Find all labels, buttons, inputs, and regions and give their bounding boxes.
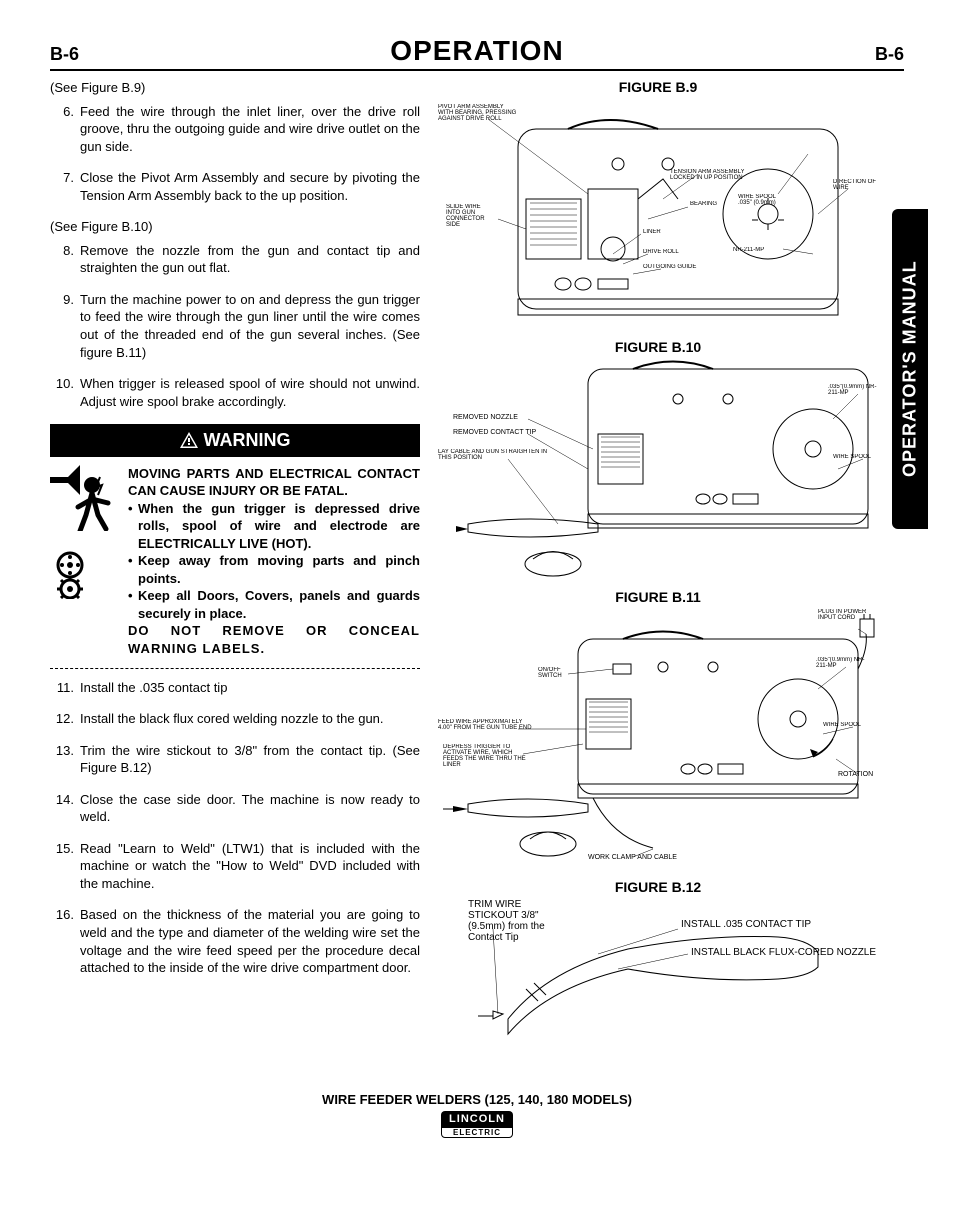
logo-bottom: ELECTRIC [441, 1127, 513, 1138]
step-number: 6. [50, 103, 80, 156]
label-removed-nozzle: REMOVED NOZZLE [453, 414, 533, 421]
label-onoff: ON/OFF SWITCH [538, 667, 578, 679]
label-plug: PLUG IN POWER INPUT CORD [818, 609, 873, 621]
warning-bullet-3: •Keep all Doors, Covers, panels and guar… [128, 587, 420, 622]
see-figure-b9: (See Figure B.9) [50, 79, 420, 97]
step-text: Based on the thickness of the material y… [80, 906, 420, 976]
step-7: 7.Close the Pivot Arm Assembly and secur… [50, 169, 420, 204]
label-pivot: PIVOT ARM ASSEMBLY WITH BEARING, PRESSIN… [438, 104, 518, 122]
step-text: Feed the wire through the inlet liner, o… [80, 103, 420, 156]
label-tension: TENSION ARM ASSEMBLY LOCKED IN UP POSITI… [670, 169, 750, 181]
step-number: 13. [50, 742, 80, 777]
step-text: Install the black flux cored welding noz… [80, 710, 420, 728]
step-text: Trim the wire stickout to 3/8" from the … [80, 742, 420, 777]
step-text: Install the .035 contact tip [80, 679, 420, 697]
label-spool: .035"(0.9mm) NR-211-MP [828, 384, 878, 396]
warning-text: MOVING PARTS AND ELECTRICAL CONTACT CAN … [128, 465, 420, 658]
moving-parts-icon [50, 549, 122, 599]
label-spool2: .035"(0.9mm) NR-211-MP [816, 657, 871, 669]
step-12: 12.Install the black flux cored welding … [50, 710, 420, 728]
warning-headline: MOVING PARTS AND ELECTRICAL CONTACT CAN … [128, 465, 420, 500]
left-column: (See Figure B.9) 6.Feed the wire through… [50, 79, 420, 1084]
footer-text: WIRE FEEDER WELDERS (125, 140, 180 MODEL… [50, 1092, 904, 1107]
warning-block: MOVING PARTS AND ELECTRICAL CONTACT CAN … [50, 465, 420, 658]
page-header: B-6 OPERATION B-6 [50, 35, 904, 71]
figure-b12: TRIM WIRE STICKOUT 3/8"(9.5mm) from the … [438, 899, 878, 1074]
label-wirespool2: WIRE SPOOL [823, 722, 873, 728]
step-9: 9.Turn the machine power to on and depre… [50, 291, 420, 361]
label-slide: SLIDE WIRE INTO GUN CONNECTOR SIDE [446, 204, 496, 228]
warning-label: WARNING [204, 428, 291, 452]
step-14: 14.Close the case side door. The machine… [50, 791, 420, 826]
label-rotation: ROTATION [838, 771, 878, 778]
figure-b10: REMOVED NOZZLE REMOVED CONTACT TIP LAY C… [438, 359, 878, 579]
step-number: 15. [50, 840, 80, 893]
label-removed-tip: REMOVED CONTACT TIP [453, 429, 543, 436]
header-title: OPERATION [390, 35, 563, 67]
figure-b9: PIVOT ARM ASSEMBLY WITH BEARING, PRESSIN… [438, 99, 878, 329]
step-text: Read "Learn to Weld" (LTW1) that is incl… [80, 840, 420, 893]
step-number: 7. [50, 169, 80, 204]
warning-banner: WARNING [50, 424, 420, 456]
see-figure-b10: (See Figure B.10) [50, 218, 420, 236]
warning-bullet-1: •When the gun trigger is depressed drive… [128, 500, 420, 553]
step-13: 13.Trim the wire stickout to 3/8" from t… [50, 742, 420, 777]
label-bearing: BEARING [690, 201, 740, 207]
step-number: 9. [50, 291, 80, 361]
label-direction: DIRECTION OF WIRE [833, 179, 878, 191]
label-install-tip: INSTALL .035 CONTACT TIP [681, 919, 871, 930]
shock-hazard-icon [50, 465, 122, 531]
step-number: 10. [50, 375, 80, 410]
step-text: Remove the nozzle from the gun and conta… [80, 242, 420, 277]
figure-b11-title: FIGURE B.11 [438, 589, 878, 605]
figure-b11: PLUG IN POWER INPUT CORD ON/OFF SWITCH F… [438, 609, 878, 869]
footer: WIRE FEEDER WELDERS (125, 140, 180 MODEL… [50, 1092, 904, 1138]
right-column: OPERATOR'S MANUAL FIGURE B.9 [438, 79, 878, 1084]
step-number: 16. [50, 906, 80, 976]
label-install-nozzle: INSTALL BLACK FLUX-CORED NOZZLE [691, 947, 878, 958]
step-16: 16.Based on the thickness of the materia… [50, 906, 420, 976]
steps-group-a: 6.Feed the wire through the inlet liner,… [50, 103, 420, 205]
step-number: 12. [50, 710, 80, 728]
warning-icons [50, 465, 122, 658]
step-number: 8. [50, 242, 80, 277]
step-10: 10.When trigger is released spool of wir… [50, 375, 420, 410]
logo-top: LINCOLN [441, 1111, 513, 1127]
step-8: 8.Remove the nozzle from the gun and con… [50, 242, 420, 277]
steps-group-c: 11.Install the .035 contact tip 12.Insta… [50, 679, 420, 977]
lincoln-logo: LINCOLN ELECTRIC [441, 1111, 513, 1138]
label-trim: TRIM WIRE STICKOUT 3/8"(9.5mm) from the … [468, 899, 568, 943]
label-lay: LAY CABLE AND GUN STRAIGHTEN IN THIS POS… [438, 449, 558, 461]
header-left: B-6 [50, 44, 79, 65]
label-wirespool: WIRE SPOOL .035" (0.9mm) [738, 194, 788, 206]
warning-bullet-2: •Keep away from moving parts and pinch p… [128, 552, 420, 587]
figure-b12-title: FIGURE B.12 [438, 879, 878, 895]
step-text: Turn the machine power to on and depress… [80, 291, 420, 361]
label-depress: DEPRESS TRIGGER TO ACTIVATE WIRE, WHICH … [443, 744, 533, 768]
label-outgoing: OUTGOING GUIDE [643, 264, 703, 270]
warning-tail: DO NOT REMOVE OR CONCEAL WARNING LABELS. [128, 622, 420, 657]
step-text: When trigger is released spool of wire s… [80, 375, 420, 410]
label-work: WORK CLAMP AND CABLE [588, 854, 688, 861]
step-11: 11.Install the .035 contact tip [50, 679, 420, 697]
warning-triangle-icon [180, 432, 198, 448]
step-text: Close the case side door. The machine is… [80, 791, 420, 826]
label-liner: LINER [643, 229, 683, 235]
label-driveroll: DRIVE ROLL [643, 249, 693, 255]
step-15: 15.Read "Learn to Weld" (LTW1) that is i… [50, 840, 420, 893]
content: (See Figure B.9) 6.Feed the wire through… [50, 79, 904, 1084]
step-6: 6.Feed the wire through the inlet liner,… [50, 103, 420, 156]
step-number: 11. [50, 679, 80, 697]
label-wirespool: WIRE SPOOL [833, 454, 878, 460]
label-nr211: NR-211-MP [733, 247, 783, 253]
step-number: 14. [50, 791, 80, 826]
step-text: Close the Pivot Arm Assembly and secure … [80, 169, 420, 204]
figure-b10-title: FIGURE B.10 [438, 339, 878, 355]
divider [50, 668, 420, 669]
figure-b9-title: FIGURE B.9 [438, 79, 878, 95]
label-feed: FEED WIRE APPROXIMATELY 4.00" FROM THE G… [438, 719, 533, 731]
steps-group-b: 8.Remove the nozzle from the gun and con… [50, 242, 420, 410]
header-right: B-6 [875, 44, 904, 65]
side-tab: OPERATOR'S MANUAL [892, 209, 928, 529]
